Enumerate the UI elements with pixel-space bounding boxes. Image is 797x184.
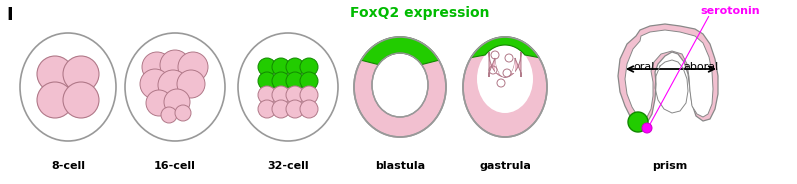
Text: prism: prism: [653, 161, 688, 171]
Circle shape: [272, 86, 290, 104]
Circle shape: [272, 100, 290, 118]
Circle shape: [286, 100, 304, 118]
Circle shape: [175, 105, 191, 121]
Circle shape: [300, 72, 318, 90]
Circle shape: [258, 58, 276, 76]
Circle shape: [286, 72, 304, 90]
Ellipse shape: [20, 33, 116, 141]
Circle shape: [300, 58, 318, 76]
Polygon shape: [489, 52, 521, 77]
Polygon shape: [471, 37, 539, 58]
Text: blastula: blastula: [375, 161, 425, 171]
Circle shape: [37, 82, 73, 118]
Circle shape: [272, 58, 290, 76]
Text: oral: oral: [633, 62, 654, 72]
Circle shape: [286, 86, 304, 104]
Circle shape: [642, 123, 652, 133]
Ellipse shape: [463, 37, 547, 137]
Circle shape: [300, 100, 318, 118]
Polygon shape: [618, 24, 718, 124]
Circle shape: [258, 72, 276, 90]
Circle shape: [146, 90, 172, 116]
Circle shape: [161, 107, 177, 123]
Circle shape: [160, 50, 190, 80]
Text: I: I: [6, 6, 13, 24]
Polygon shape: [495, 58, 515, 77]
Circle shape: [258, 100, 276, 118]
Circle shape: [300, 86, 318, 104]
Ellipse shape: [238, 33, 338, 141]
Circle shape: [164, 89, 190, 115]
Ellipse shape: [480, 52, 530, 112]
Circle shape: [177, 70, 205, 98]
Polygon shape: [361, 37, 439, 65]
Circle shape: [178, 52, 208, 82]
Text: 16-cell: 16-cell: [154, 161, 196, 171]
Text: FoxQ2 expression: FoxQ2 expression: [350, 6, 489, 20]
Circle shape: [158, 70, 188, 100]
Text: 8-cell: 8-cell: [51, 161, 85, 171]
Ellipse shape: [354, 37, 446, 137]
Ellipse shape: [477, 45, 533, 113]
Circle shape: [258, 86, 276, 104]
Ellipse shape: [372, 53, 428, 117]
Circle shape: [63, 82, 99, 118]
Text: serotonin: serotonin: [701, 6, 760, 16]
Ellipse shape: [125, 33, 225, 141]
Circle shape: [628, 112, 648, 132]
Text: gastrula: gastrula: [479, 161, 531, 171]
Circle shape: [63, 56, 99, 92]
Circle shape: [286, 58, 304, 76]
Circle shape: [140, 69, 170, 99]
Polygon shape: [625, 30, 713, 119]
Text: 32-cell: 32-cell: [267, 161, 308, 171]
Text: aboral: aboral: [684, 62, 719, 72]
Circle shape: [272, 72, 290, 90]
Circle shape: [37, 56, 73, 92]
Circle shape: [142, 52, 172, 82]
